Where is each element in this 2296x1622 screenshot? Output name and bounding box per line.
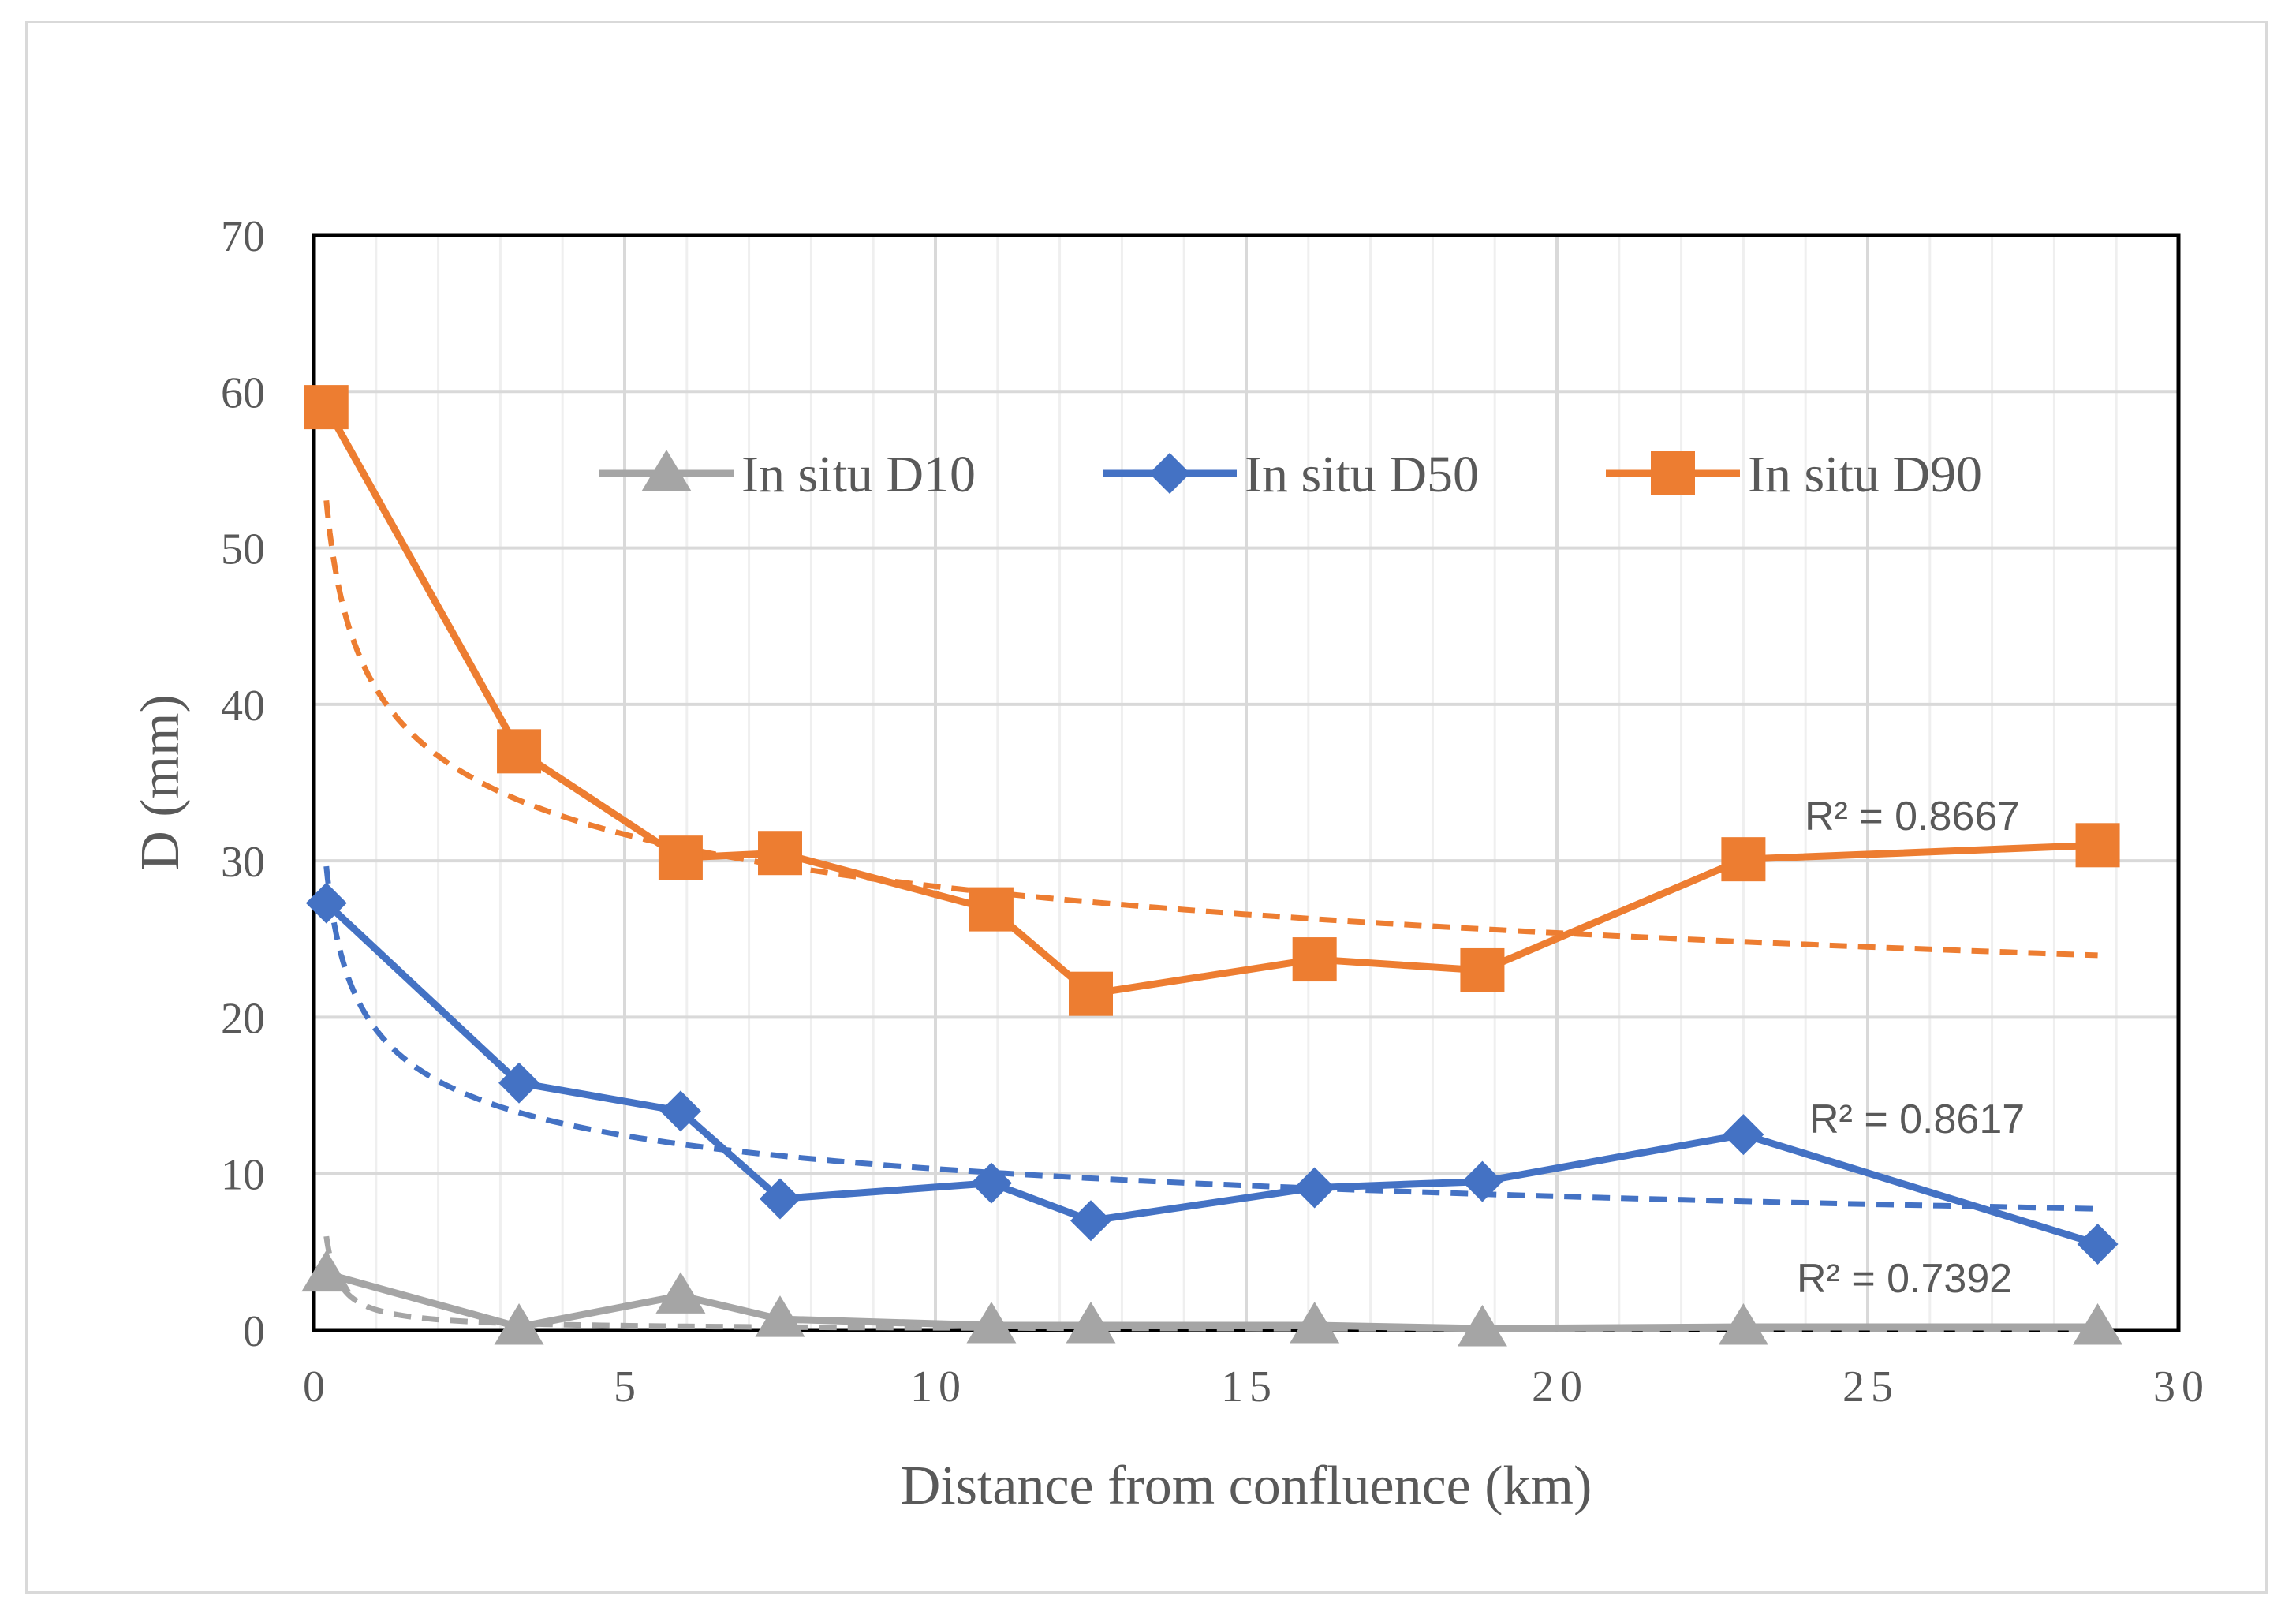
legend-label: In situ D50 — [1245, 446, 1479, 503]
data-point — [966, 1302, 1017, 1344]
data-point — [2075, 823, 2120, 868]
data-point — [497, 729, 542, 774]
data-point — [498, 1062, 540, 1104]
legend-marker — [1149, 453, 1190, 494]
data-point — [760, 1178, 801, 1220]
x-tick-label: 15 — [1221, 1362, 1278, 1411]
r-squared-label: R² = 0.8617 — [1809, 1097, 2025, 1142]
x-tick-label: 25 — [1842, 1362, 1899, 1411]
data-point — [1462, 1160, 1503, 1202]
x-tick-label: 20 — [1532, 1362, 1589, 1411]
y-tick-label: 70 — [221, 212, 265, 261]
x-tick-label: 5 — [614, 1362, 642, 1411]
legend: In situ D10 In situ D50 In situ D90 — [599, 446, 1982, 503]
data-point — [301, 1250, 352, 1292]
x-axis-tick-labels: 0 5 10 15 20 25 30 — [303, 1362, 2210, 1411]
data-point — [1290, 1302, 1340, 1344]
legend-marker — [641, 450, 692, 491]
data-point — [1294, 1167, 1335, 1209]
x-axis-title: Distance from confluence (km) — [901, 1456, 1592, 1516]
y-axis-tick-labels: 0 10 20 30 40 50 60 70 — [221, 212, 265, 1356]
x-tick-label: 0 — [303, 1362, 331, 1411]
data-point — [659, 1090, 701, 1132]
y-tick-label: 0 — [243, 1307, 265, 1356]
y-tick-label: 40 — [221, 682, 265, 731]
y-tick-label: 30 — [221, 838, 265, 887]
x-tick-label: 30 — [2153, 1362, 2210, 1411]
data-point — [758, 831, 802, 876]
data-point — [1723, 1114, 1764, 1156]
data-point — [969, 887, 1014, 932]
data-point — [1292, 937, 1337, 982]
data-point — [1460, 947, 1505, 992]
data-point — [305, 882, 347, 924]
trendline — [323, 500, 2098, 959]
data-point — [494, 1303, 544, 1345]
legend-marker — [1651, 451, 1695, 495]
y-tick-label: 60 — [221, 368, 265, 417]
minor-gridlines — [375, 235, 2118, 1330]
data-series — [301, 385, 2123, 1347]
data-point — [1721, 837, 1766, 882]
data-point — [1457, 1305, 1507, 1347]
data-point — [1069, 971, 1113, 1016]
data-point — [655, 1272, 706, 1314]
r-squared-label: R² = 0.8667 — [1805, 794, 2020, 839]
legend-label: In situ D90 — [1748, 446, 1982, 503]
data-point — [1718, 1303, 1768, 1345]
data-point — [1070, 1200, 1111, 1242]
series-group — [301, 1250, 2123, 1347]
data-point — [304, 385, 349, 430]
y-tick-label: 50 — [221, 525, 265, 574]
r-squared-labels: R² = 0.7392 R² = 0.8617 R² = 0.8667 — [1797, 794, 2025, 1302]
series-line — [325, 1270, 2098, 1332]
legend-label: In situ D10 — [741, 446, 976, 503]
y-axis-title: D (mm) — [130, 694, 191, 871]
series-line — [323, 405, 2098, 998]
data-point — [2073, 1303, 2123, 1345]
y-tick-label: 20 — [221, 994, 265, 1043]
data-point — [1066, 1302, 1116, 1344]
major-gridlines — [314, 235, 2178, 1330]
data-point — [658, 835, 703, 880]
series-group — [305, 882, 2119, 1265]
data-point — [2077, 1223, 2119, 1265]
data-point — [755, 1295, 805, 1337]
y-tick-label: 10 — [221, 1151, 265, 1200]
series-group — [304, 385, 2120, 1016]
data-point — [970, 1162, 1012, 1204]
series-line — [323, 900, 2099, 1248]
trendline — [323, 865, 2098, 1212]
x-tick-label: 10 — [910, 1362, 967, 1411]
r-squared-label: R² = 0.7392 — [1797, 1256, 2012, 1302]
